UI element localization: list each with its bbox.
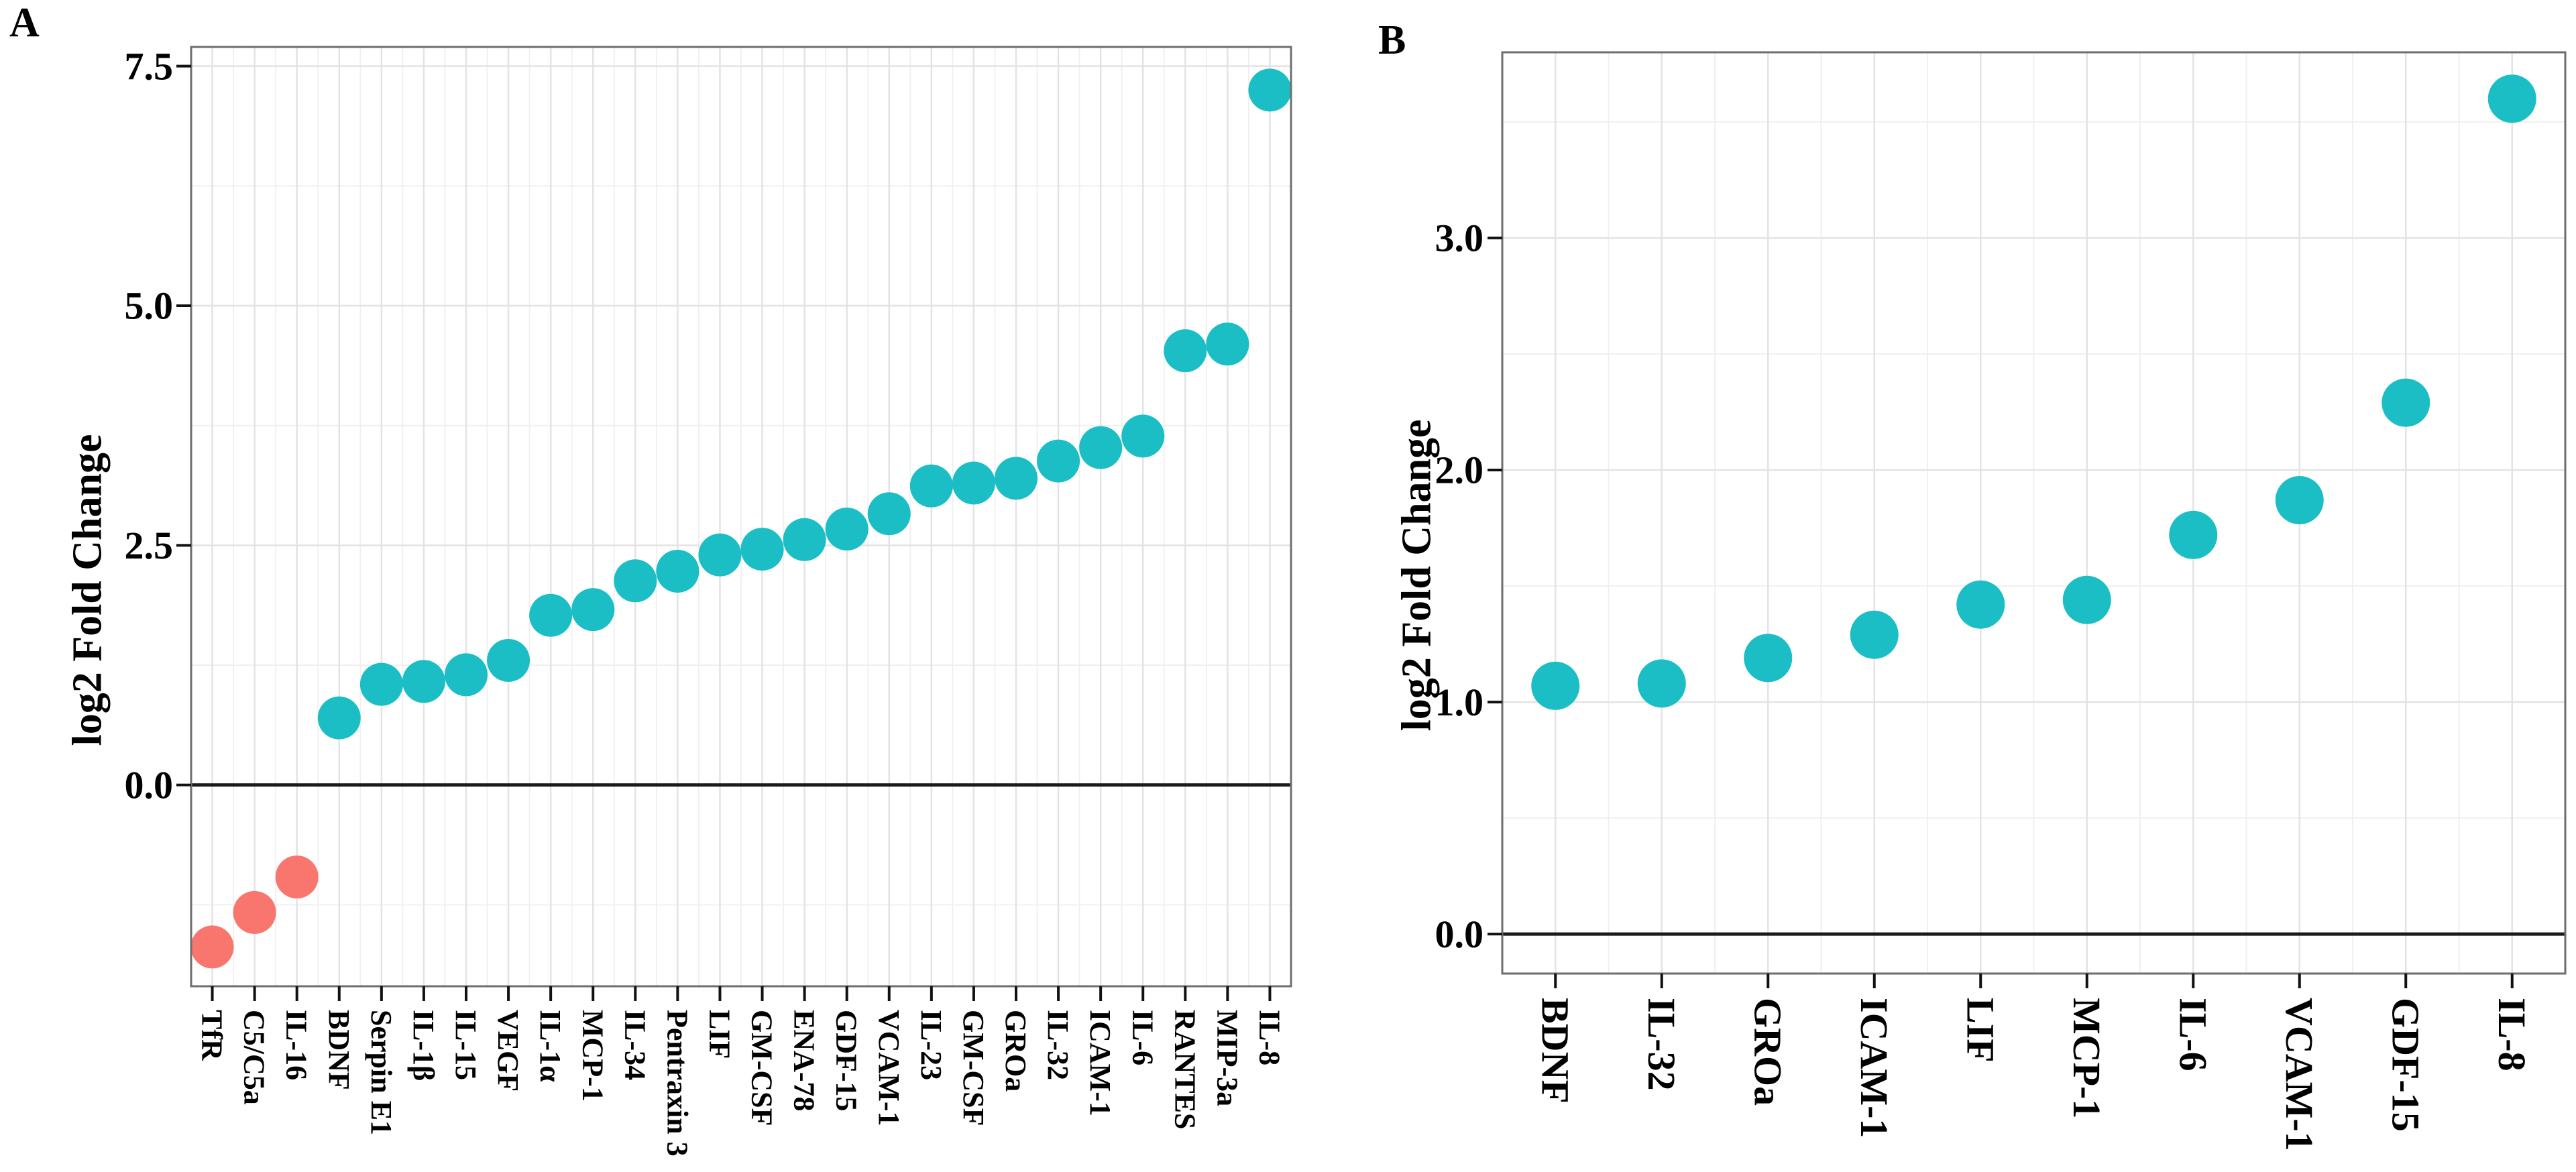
x-category-label: GM-CSF xyxy=(957,1010,990,1126)
y-tick-label: 1.0 xyxy=(1435,681,1484,724)
point-C5/C5a xyxy=(233,890,276,934)
gridlines-major xyxy=(191,47,1291,986)
x-category-label: IL-8 xyxy=(1253,1010,1286,1065)
x-category-label: Pentraxin 3 xyxy=(661,1010,693,1157)
point-LIF xyxy=(1956,580,2005,629)
data-points xyxy=(190,68,1292,969)
point-Pentraxin 3 xyxy=(656,549,699,593)
panel-b-letter: B xyxy=(1378,17,1406,63)
panel-b-plot: 0.0 1.0 2.0 3.0 BDNF IL-32 GROa ICAM-1 LIF MCP-1 I… xyxy=(1435,51,2567,1151)
y-tick-label: 2.5 xyxy=(125,524,174,567)
x-category-label: IL-8 xyxy=(2490,998,2534,1071)
point-TfR xyxy=(190,925,234,969)
x-category-label: LIF xyxy=(1959,998,2003,1063)
x-category-label: TfR xyxy=(196,1010,229,1061)
y-axis: 0.0 1.0 2.0 3.0 xyxy=(1435,217,1502,956)
panel-a-plot: 0.0 2.5 5.0 7.5 TfR C5/C5a IL-16 BDNF Serpin E1 I… xyxy=(125,44,1292,1157)
y-axis: 0.0 2.5 5.0 7.5 xyxy=(125,44,191,807)
point-ICAM-1 xyxy=(1850,610,1899,659)
x-category-label: MCP-1 xyxy=(2065,998,2109,1118)
point-IL-1α xyxy=(529,593,573,637)
x-category-label: LIF xyxy=(704,1010,736,1059)
x-category-label: C5/C5a xyxy=(238,1010,271,1105)
y-tick-label: 3.0 xyxy=(1435,217,1484,260)
x-category-label: IL-34 xyxy=(618,1010,651,1080)
point-GDF-15 xyxy=(2382,378,2430,427)
x-category-label: GDF-15 xyxy=(2384,998,2428,1132)
x-category-label: BDNF xyxy=(1534,998,1577,1104)
x-category-label: ICAM-1 xyxy=(1084,1010,1117,1116)
x-category-label: IL-6 xyxy=(2172,998,2215,1071)
x-category-label: IL-16 xyxy=(280,1010,313,1080)
x-axis: TfR C5/C5a IL-16 BDNF Serpin E1 IL-1β IL-15 VEG… xyxy=(196,986,1286,1157)
panel-frame xyxy=(1501,51,2567,975)
panel-a-letter: A xyxy=(9,0,40,46)
point-VEGF xyxy=(487,638,530,682)
data-points xyxy=(1531,74,2536,710)
y-tick-label: 0.0 xyxy=(1435,913,1484,956)
x-category-label: IL-6 xyxy=(1126,1010,1159,1065)
x-category-label: ENA-78 xyxy=(788,1010,821,1112)
point-ENA-78 xyxy=(783,518,826,561)
y-tick-label: 2.0 xyxy=(1435,449,1484,492)
y-tick-label: 5.0 xyxy=(125,284,174,328)
point-IL-6 xyxy=(1121,414,1165,458)
x-category-label: RANTES xyxy=(1168,1010,1201,1130)
x-category-label: GROa xyxy=(1746,998,1790,1106)
point-Serpin E1 xyxy=(359,662,403,706)
point-IL-8 xyxy=(2487,74,2536,123)
point-IL-1β xyxy=(402,660,445,703)
x-axis: BDNF IL-32 GROa ICAM-1 LIF MCP-1 IL-6 VCAM-1 GDF… xyxy=(1534,974,2534,1151)
x-category-label: BDNF xyxy=(323,1010,355,1090)
point-IL-32 xyxy=(1637,659,1686,708)
point-ICAM-1 xyxy=(1079,426,1123,469)
x-category-label: IL-1α xyxy=(534,1010,567,1082)
x-category-label: IL-15 xyxy=(449,1010,482,1080)
point-VCAM-1 xyxy=(867,492,911,536)
point-GDF-15 xyxy=(825,508,869,551)
x-category-label: VEGF xyxy=(492,1010,524,1092)
x-category-label: GROa xyxy=(999,1010,1032,1092)
point-GM-CSF xyxy=(952,461,995,505)
gridlines-minor xyxy=(1502,52,2565,974)
point-IL-34 xyxy=(614,559,657,603)
y-tick-label: 0.0 xyxy=(125,764,174,807)
x-category-label: GM-CSF xyxy=(746,1010,779,1126)
point-MCP-1 xyxy=(571,588,615,632)
point-IL-23 xyxy=(909,464,953,508)
x-category-label: MIP-3a xyxy=(1211,1010,1243,1106)
x-category-label: IL-32 xyxy=(1640,998,1683,1091)
point-GROa xyxy=(995,457,1038,500)
point-GM-CSF xyxy=(740,528,784,571)
x-category-label: IL-23 xyxy=(915,1010,948,1080)
point-IL-8 xyxy=(1248,68,1292,112)
x-category-label: Serpin E1 xyxy=(365,1010,398,1135)
point-MIP-3a xyxy=(1206,323,1249,366)
point-MCP-1 xyxy=(2062,575,2111,624)
point-IL-6 xyxy=(2169,510,2218,559)
x-category-label: VCAM-1 xyxy=(2278,998,2321,1151)
y-tick-label: 7.5 xyxy=(125,44,174,88)
x-category-label: ICAM-1 xyxy=(1852,998,1896,1138)
point-LIF xyxy=(698,533,742,577)
point-BDNF xyxy=(317,696,361,740)
point-RANTES xyxy=(1164,329,1207,373)
panel-a-y-axis-title: log2 Fold Change xyxy=(64,434,110,746)
x-category-label: MCP-1 xyxy=(576,1010,609,1102)
point-GROa xyxy=(1744,634,1793,683)
point-VCAM-1 xyxy=(2275,475,2324,524)
point-IL-16 xyxy=(275,856,319,899)
panel-b-y-axis-title: log2 Fold Change xyxy=(1394,419,1439,731)
x-category-label: GDF-15 xyxy=(830,1010,863,1112)
point-BDNF xyxy=(1531,661,1580,710)
panel-frame xyxy=(190,46,1292,988)
gridlines-minor xyxy=(191,47,1291,986)
point-IL-32 xyxy=(1037,439,1080,483)
x-category-label: IL-32 xyxy=(1042,1010,1074,1080)
point-IL-15 xyxy=(445,653,488,697)
x-category-label: VCAM-1 xyxy=(873,1010,905,1126)
x-category-label: IL-1β xyxy=(407,1010,440,1081)
